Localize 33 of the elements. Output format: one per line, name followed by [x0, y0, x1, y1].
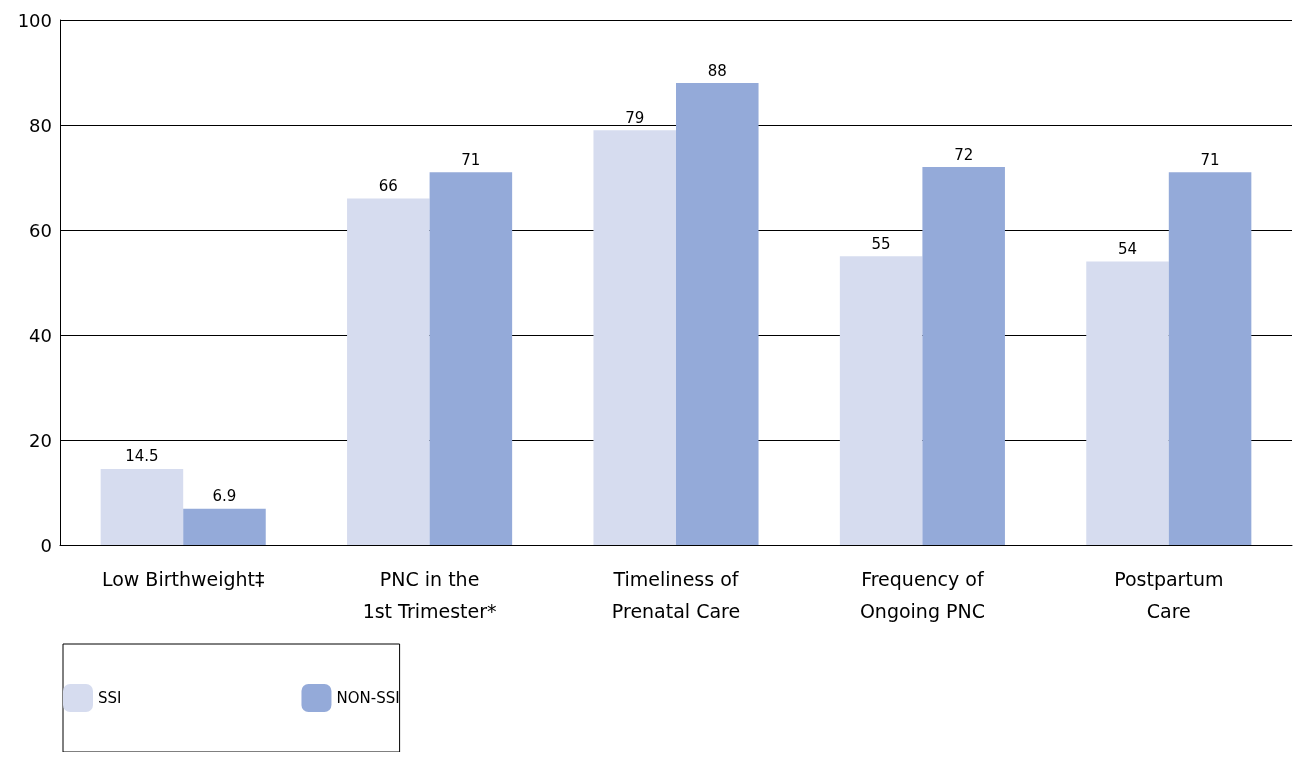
data-label: 88: [707, 61, 727, 80]
bar: [1086, 261, 1169, 545]
bar: [183, 508, 266, 545]
bar: [100, 468, 184, 545]
data-label: 66: [378, 177, 398, 195]
data-label: 79: [625, 108, 645, 127]
y-tick-label: 80: [29, 114, 52, 136]
x-tick-label: Low Birthweight‡: [101, 568, 265, 590]
bar: [922, 167, 1005, 545]
data-label: 6.9: [212, 487, 237, 506]
bar: [676, 83, 759, 545]
data-label: 72: [954, 145, 974, 164]
x-tick-label: Frequency of Ongoing PNC: [859, 568, 985, 622]
data-label: 71: [1200, 150, 1220, 169]
x-tick-label: PNC in the 1st Trimester*: [362, 568, 497, 622]
y-tick-label: 20: [29, 429, 52, 451]
y-tick-label: 60: [29, 219, 52, 241]
data-label: 55: [871, 234, 891, 253]
legend-label: SSI: [98, 689, 122, 707]
x-tick-label: Timeliness of Prenatal Care: [611, 568, 741, 622]
data-label: 71: [461, 150, 481, 169]
data-label: 14.5: [125, 447, 159, 466]
bar: [593, 130, 676, 545]
bar: [839, 256, 923, 545]
legend-label: NON-SSI: [336, 689, 400, 707]
x-tick-label: Postpartum Care: [1114, 568, 1224, 622]
y-tick-label: 40: [29, 324, 52, 346]
data-label: 54: [1117, 240, 1138, 258]
bar: [429, 172, 513, 545]
y-tick-label: 0: [40, 534, 52, 556]
y-tick-label: 100: [17, 9, 52, 31]
bar: [347, 198, 430, 545]
bar: [1168, 172, 1252, 545]
